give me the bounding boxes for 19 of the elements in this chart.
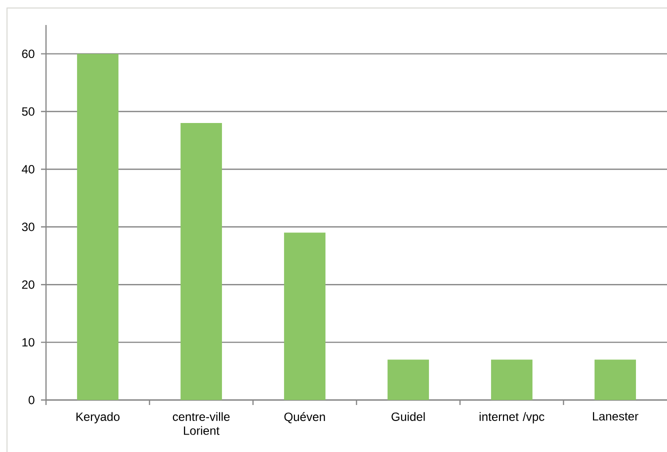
bar	[284, 232, 326, 400]
y-tick-label: 60	[22, 50, 34, 58]
x-tick-label: Guidel	[392, 412, 425, 421]
bar	[491, 360, 532, 400]
y-tick-label: 40	[22, 164, 34, 174]
x-tick-label: Quéven	[284, 412, 325, 424]
bar	[594, 360, 636, 400]
y-tick-label: 20	[22, 280, 34, 289]
bar	[77, 54, 118, 400]
bar	[180, 123, 222, 400]
bar	[388, 360, 429, 400]
x-tick-label: Keryado	[76, 412, 120, 424]
y-tick-label: 0	[28, 396, 34, 404]
x-tick-label: Lanester	[592, 412, 638, 421]
y-tick-label: 50	[22, 107, 34, 116]
y-tick-label: 10	[22, 338, 34, 347]
x-tick-label: centre-ville Lorient	[172, 412, 230, 435]
y-tick-label: 30	[22, 222, 34, 232]
x-tick-label: internet /vpc	[480, 412, 544, 424]
